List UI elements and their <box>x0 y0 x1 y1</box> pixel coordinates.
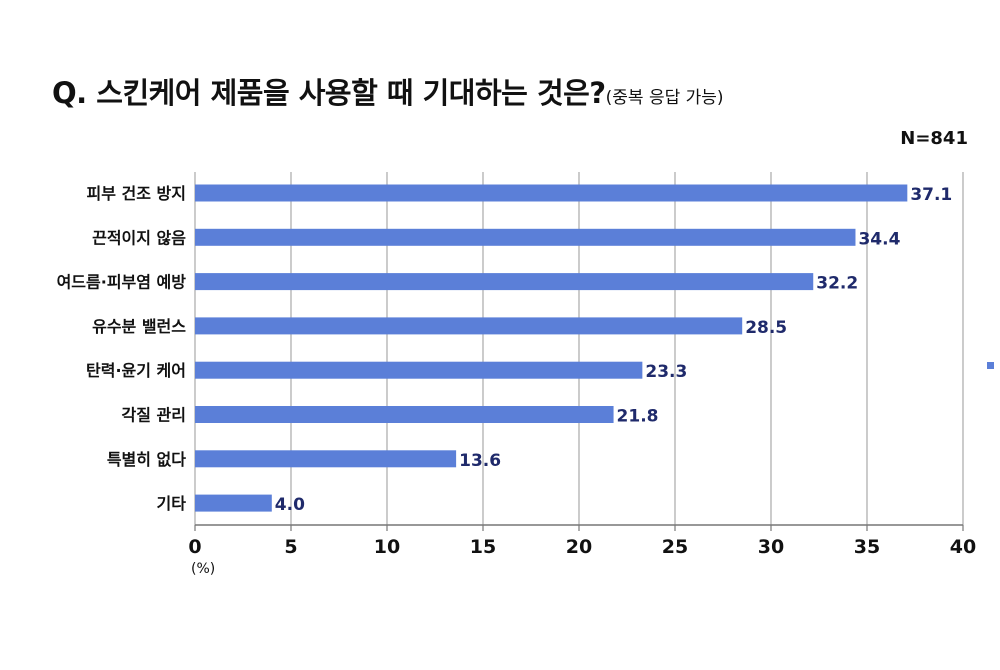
bar <box>195 494 272 512</box>
category-label: 여드름·피부염 예방 <box>57 273 187 292</box>
sample-size: N=841 <box>900 128 968 149</box>
x-axis: 0 5 10 15 20 25 30 35 40 (%) <box>188 524 976 577</box>
legend <box>987 362 994 369</box>
value-label: 34.4 <box>858 229 900 249</box>
x-tick-label: 25 <box>662 536 688 558</box>
bar <box>195 317 743 335</box>
bars <box>195 184 908 512</box>
x-tick-label: 35 <box>854 536 880 558</box>
bar <box>195 273 814 291</box>
value-label: 23.3 <box>645 362 687 382</box>
bar <box>195 184 908 202</box>
bar <box>195 406 614 423</box>
category-label: 특별히 없다 <box>107 450 186 469</box>
category-label: 각질 관리 <box>122 406 186 425</box>
x-tick-label: 30 <box>758 536 784 558</box>
chart-title-main: Q. 스킨케어 제품을 사용할 때 기대하는 것은? <box>52 76 606 110</box>
x-tick-label: 10 <box>374 536 400 558</box>
value-label: 32.2 <box>816 274 858 294</box>
x-tick-label: 20 <box>566 536 592 558</box>
category-label: 피부 건조 방지 <box>87 184 186 203</box>
x-tick-label: 5 <box>284 536 297 558</box>
category-label: 기타 <box>157 494 187 513</box>
value-label: 4.0 <box>275 495 305 515</box>
value-label: 13.6 <box>459 451 501 471</box>
value-label: 21.8 <box>617 407 659 427</box>
value-labels: 37.1 34.4 32.2 28.5 23.3 21.8 13.6 4.0 <box>275 185 952 515</box>
legend-swatch <box>987 362 994 369</box>
category-label: 끈적이지 않음 <box>92 228 186 247</box>
x-tick-label: 40 <box>950 536 976 558</box>
x-tick-label: 15 <box>470 536 496 558</box>
chart-title-sub: (중복 응답 가능) <box>605 88 724 108</box>
x-unit-label: (%) <box>191 561 215 577</box>
value-label: 28.5 <box>745 318 787 338</box>
grid-lines <box>194 172 964 525</box>
x-tick-label: 0 <box>188 536 201 558</box>
category-label: 유수분 밸런스 <box>92 317 186 336</box>
value-label: 37.1 <box>910 185 952 205</box>
category-label: 탄력·윤기 케어 <box>86 361 186 380</box>
bar <box>195 228 856 246</box>
chart-title: Q. 스킨케어 제품을 사용할 때 기대하는 것은?(중복 응답 가능) <box>52 70 724 112</box>
bar <box>195 361 643 379</box>
bar <box>195 450 457 468</box>
